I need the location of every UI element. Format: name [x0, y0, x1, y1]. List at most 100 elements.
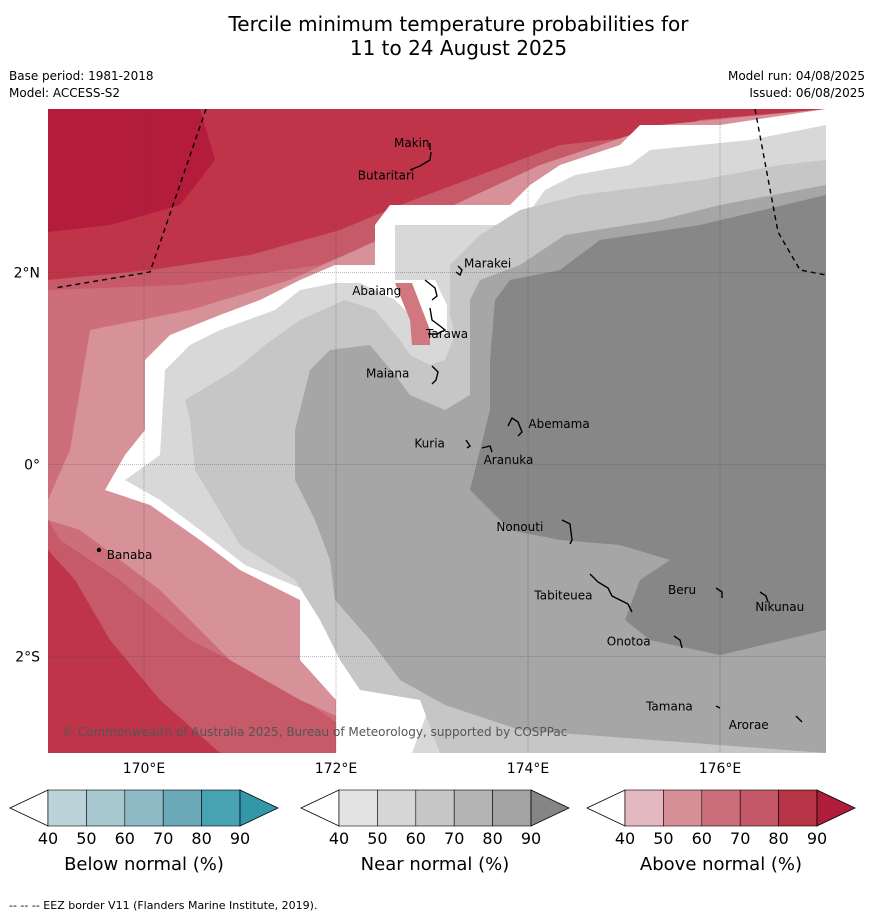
- colorbar-title: Below normal (%): [64, 854, 224, 875]
- place-label-nikunau: Nikunau: [755, 600, 804, 614]
- island-abaiang: [424, 279, 438, 301]
- colorbar-segment: [624, 789, 664, 827]
- place-label-makin: Makin: [394, 136, 430, 150]
- grid-lines: [48, 109, 826, 753]
- colorbar-segment: [201, 789, 241, 827]
- island-outlines: [96, 143, 803, 723]
- meta-left: Base period: 1981-2018 Model: ACCESS-S2: [9, 68, 154, 102]
- issued-date: Issued: 06/08/2025: [749, 86, 865, 100]
- map-area: Makin Butaritari Marakei Abaiang Tarawa Maian…: [48, 109, 826, 753]
- place-labels: Makin Butaritari Marakei Abaiang Tarawa Maian…: [107, 136, 804, 732]
- island-tamana: [715, 705, 721, 709]
- island-butaritari: [409, 151, 432, 171]
- colorbar-segment: [453, 789, 493, 827]
- lon-tick-label: 170°E: [123, 761, 166, 777]
- place-label-maiana: Maiana: [366, 366, 409, 380]
- colorbar-segment: [338, 789, 378, 827]
- island-arorae: [795, 715, 803, 723]
- map-figure: Makin Butaritari Marakei Abaiang Tarawa Maian…: [9, 109, 856, 875]
- above-70-region-sw: [48, 550, 220, 753]
- island-onotoa: [673, 635, 683, 649]
- colorbar-segment: [663, 789, 703, 827]
- colorbar-extend-low: [586, 789, 626, 827]
- latitude-ticks: 2°N 0° 2°S: [14, 266, 41, 666]
- colorbar-segment: [701, 789, 741, 827]
- colorbar-1: 40 50 60 70 80 90 Below normal (%): [9, 789, 279, 875]
- colorbar-extend-high: [239, 789, 279, 827]
- colorbar-tick: 40: [615, 829, 635, 848]
- place-label-nonouti: Nonouti: [496, 520, 543, 534]
- above-70-region: [48, 109, 826, 280]
- island-tarawa: [428, 307, 447, 335]
- place-label-tabiteuea: Tabiteuea: [533, 588, 592, 602]
- colorbar-segment: [162, 789, 202, 827]
- colorbar-segment: [492, 789, 532, 827]
- model-run: Model run: 04/08/2025: [727, 69, 865, 83]
- place-label-aranuka: Aranuka: [484, 453, 534, 467]
- colorbar-tick: 40: [329, 829, 349, 848]
- colorbar-segment: [377, 789, 417, 827]
- place-label-beru: Beru: [668, 583, 696, 597]
- island-beru: [715, 587, 723, 598]
- place-label-abemama: Abemama: [528, 417, 589, 431]
- colorbar-2: 40 50 60 70 80 90 Near normal (%): [300, 789, 570, 875]
- island-banaba: [96, 547, 102, 553]
- lon-tick-label: 174°E: [507, 761, 550, 777]
- island-kuria: [465, 439, 471, 449]
- colorbar-extend-low: [300, 789, 340, 827]
- meta-right: Model run: 04/08/2025 Issued: 06/08/2025: [728, 68, 865, 102]
- colorbar-segment: [47, 789, 87, 827]
- colorbar-title: Near normal (%): [361, 854, 510, 875]
- title-line-2: 11 to 24 August 2025: [349, 36, 568, 60]
- colorbar-tick: 70: [730, 829, 750, 848]
- colorbar-tick: 70: [444, 829, 464, 848]
- lat-tick-label: 2°S: [15, 650, 40, 666]
- island-marakei: [455, 265, 463, 277]
- colorbar-tick: 80: [768, 829, 788, 848]
- colorbar-tick: 40: [38, 829, 58, 848]
- colorbar-tick: 90: [230, 829, 250, 848]
- island-nonouti: [561, 519, 573, 545]
- colorbar-segment: [86, 789, 126, 827]
- eez-border-west: [54, 109, 207, 289]
- colorbars: 40 50 60 70 80 90 Below normal (%) 40 50 60 70 80 90…: [9, 789, 856, 875]
- base-period: Base period: 1981-2018: [9, 69, 154, 83]
- place-label-kuria: Kuria: [414, 436, 445, 450]
- place-label-tarawa: Tarawa: [425, 327, 468, 341]
- island-abemama: [507, 416, 523, 437]
- title-line-1: Tercile minimum temperature probabilitie…: [228, 12, 689, 36]
- lon-tick-label: 176°E: [699, 761, 742, 777]
- model-name: Model: ACCESS-S2: [9, 86, 121, 100]
- island-nikunau: [759, 591, 769, 603]
- lat-tick-label: 2°N: [14, 266, 40, 282]
- lon-tick-label: 172°E: [315, 761, 358, 777]
- copyright-text: © Commonwealth of Australia 2025, Bureau…: [62, 725, 567, 739]
- colorbar-segment: [415, 789, 455, 827]
- place-label-butaritari: Butaritari: [358, 169, 415, 183]
- colorbar-tick: 90: [807, 829, 827, 848]
- place-label-tamana: Tamana: [645, 700, 693, 714]
- place-label-banaba: Banaba: [107, 548, 153, 562]
- colorbar-extend-high: [530, 789, 570, 827]
- map-title: Tercile minimum temperature probabilitie…: [0, 12, 873, 60]
- lat-tick-label: 0°: [24, 458, 40, 474]
- colorbar-tick: 50: [76, 829, 96, 848]
- colorbar-tick: 80: [482, 829, 502, 848]
- colorbar-tick: 50: [653, 829, 673, 848]
- island-aranuka: [481, 445, 493, 453]
- colorbar-segment: [778, 789, 818, 827]
- above-80-region: [48, 109, 215, 232]
- colorbar-3: 40 50 60 70 80 90 Above normal (%): [586, 789, 856, 875]
- colorbar-tick: 50: [367, 829, 387, 848]
- eez-footer-note: -- -- -- EEZ border V11 (Flanders Marine…: [9, 899, 318, 912]
- above-40-tarawa-inlet: [395, 283, 430, 345]
- near-70-region: [470, 195, 826, 655]
- colorbar-tick: 90: [521, 829, 541, 848]
- island-maiana: [431, 365, 439, 385]
- colorbar-tick: 60: [692, 829, 712, 848]
- island-tabiteuea: [589, 573, 633, 613]
- place-label-marakei: Marakei: [464, 257, 511, 271]
- colorbar-tick: 60: [406, 829, 426, 848]
- colorbar-tick: 80: [191, 829, 211, 848]
- place-label-arorae: Arorae: [729, 718, 769, 732]
